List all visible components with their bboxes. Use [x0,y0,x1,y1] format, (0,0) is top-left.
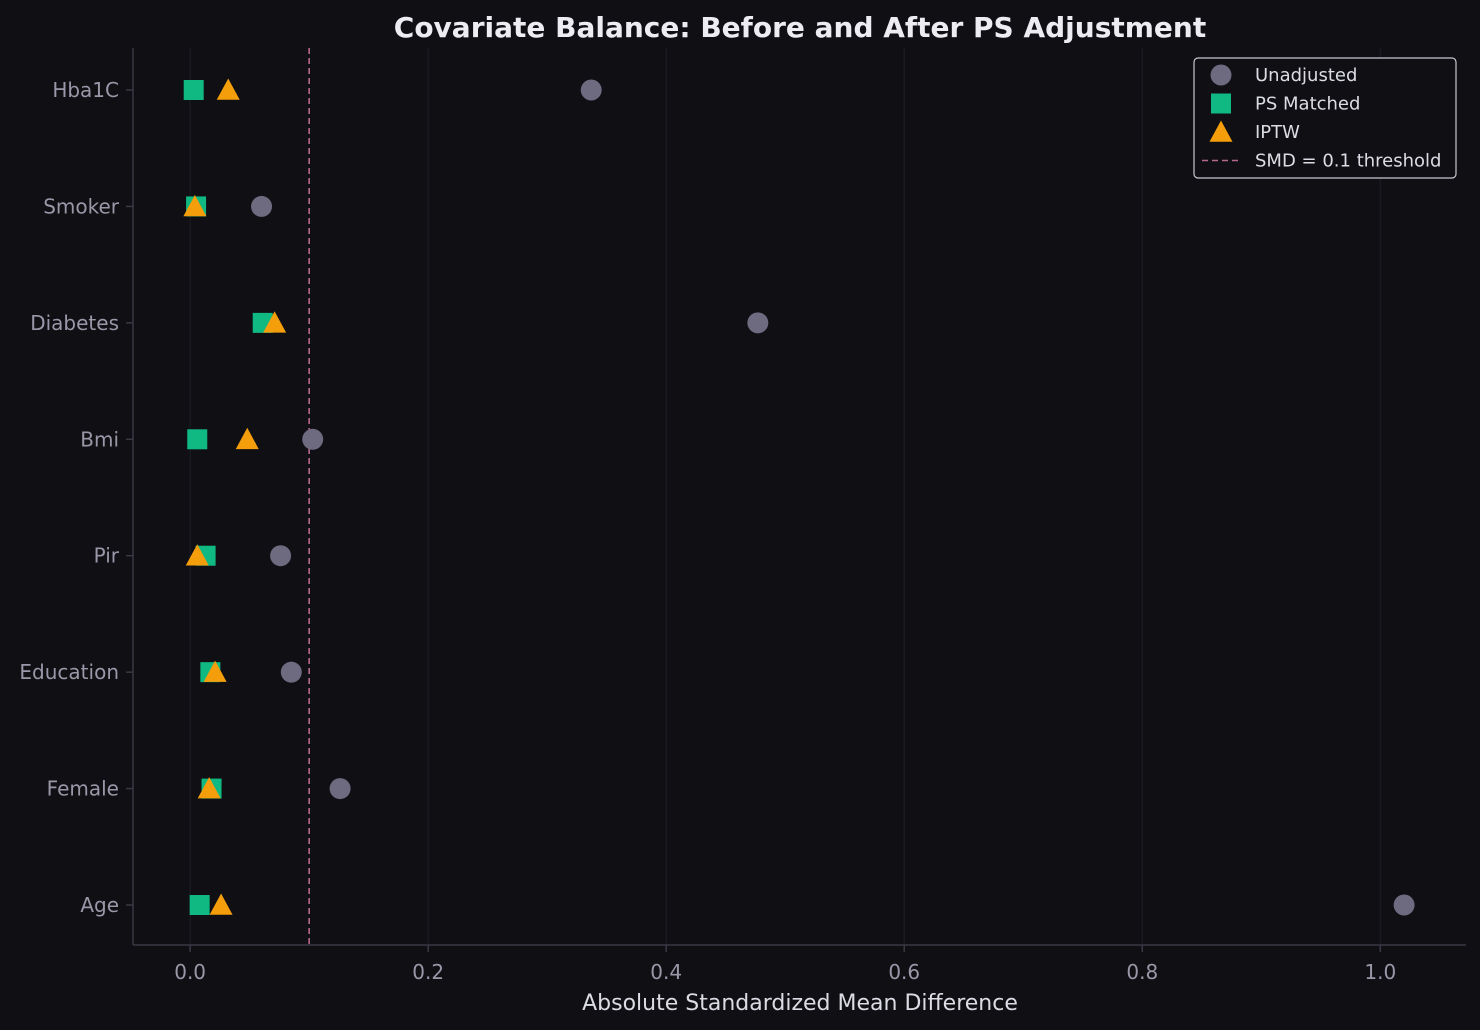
data-point [183,194,207,217]
y-tick-label: Education [19,660,119,684]
legend-square-swatch [1211,93,1231,114]
data-point [235,427,259,450]
y-tick-label: Bmi [80,427,119,451]
x-tick-label: 0.8 [1126,960,1158,984]
grid-lines [189,48,1381,945]
data-point [329,778,351,800]
data-point [302,428,324,450]
chart-title: Covariate Balance: Before and After PS A… [394,11,1206,44]
y-tick-label: Hba1C [52,78,119,102]
legend-box [1193,57,1457,179]
data-point [197,777,221,799]
data-point [183,80,204,100]
x-tick-label: 1.0 [1364,960,1396,984]
y-tick-label: Female [47,777,119,801]
x-tick-label: 0.2 [412,960,444,984]
axes: 0.0 0.2 0.4 0.6 0.8 1.0 Hba1C Smoker Diabetes Bmi… [19,48,1466,984]
data-point [580,79,602,101]
x-tick-label: 0.6 [888,960,920,984]
legend-label: SMD = 0.1 threshold [1255,151,1441,172]
data-point [270,545,292,567]
data-point [203,660,227,682]
data-point [187,429,208,450]
legend: Unadjusted PS Matched IPTW SMD = 0.1 thresh… [1193,57,1457,179]
y-tick-label: Diabetes [30,311,119,335]
y-tick-label: Smoker [43,194,120,218]
x-tick-label: 0.0 [174,960,206,984]
data-marks [183,78,1415,916]
x-axis-label: Absolute Standardized Mean Difference [582,991,1018,1016]
legend-label: PS Matched [1255,94,1360,115]
data-point [263,311,287,333]
data-point [189,895,210,916]
data-point [280,661,302,683]
data-point [1393,894,1415,916]
series-unadjusted [251,79,1415,916]
x-tick-label: 0.4 [650,960,682,984]
data-point [209,893,233,915]
data-point [251,195,273,217]
data-point [216,78,240,100]
y-tick-label: Age [80,893,119,917]
data-point [747,312,769,334]
data-point [185,544,209,566]
series-iptw [183,78,287,915]
legend-label: IPTW [1255,122,1300,143]
legend-circle-swatch [1210,64,1232,86]
legend-label: Unadjusted [1255,65,1357,86]
y-tick-label: Pir [94,544,120,568]
legend-triangle-swatch [1209,120,1233,142]
